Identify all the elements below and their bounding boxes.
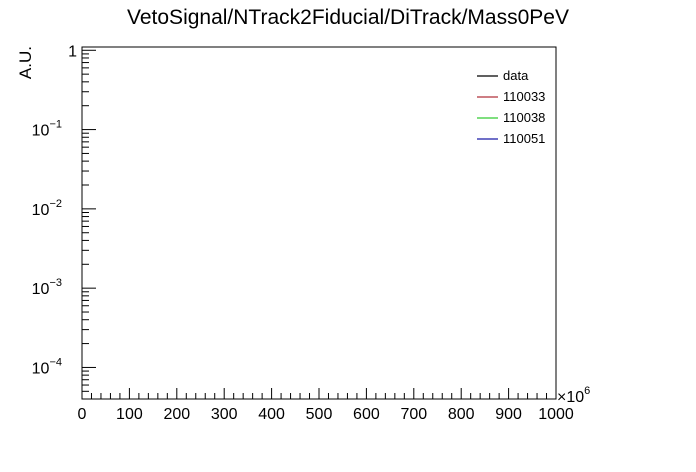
y-tick-label: 10−3 <box>32 277 62 298</box>
y-tick-label: 1 <box>68 43 77 60</box>
legend-item: 110038 <box>477 110 545 125</box>
y-tick-exponent: −2 <box>49 198 62 210</box>
y-tick-label: 10−4 <box>32 356 62 377</box>
legend: data 110033 110038 110051 <box>477 68 545 146</box>
y-axis-label: A.U. <box>16 46 35 79</box>
legend-label: 110038 <box>503 110 545 125</box>
chart-title: VetoSignal/NTrack2Fiducial/DiTrack/Mass0… <box>127 6 569 29</box>
y-tick-exponent: −1 <box>49 119 62 131</box>
y-tick-label: 10−1 <box>32 119 62 140</box>
x-tick-label: 1000 <box>538 406 574 423</box>
x-tick-label: 100 <box>116 406 143 423</box>
x-tick-label: 300 <box>211 406 238 423</box>
y-tick-base: 10 <box>32 123 50 140</box>
x-tick-label: 400 <box>258 406 285 423</box>
x-tick-label: 900 <box>495 406 522 423</box>
legend-label: 110051 <box>503 131 545 146</box>
y-axis: 110−110−210−310−4 <box>32 43 96 400</box>
legend-label: 110033 <box>503 89 545 104</box>
x-tick-label: 800 <box>448 406 475 423</box>
x-tick-label: 600 <box>353 406 380 423</box>
x-tick-label: 0 <box>78 406 87 423</box>
x-tick-label: 700 <box>400 406 427 423</box>
plot-frame <box>81 46 557 400</box>
x-tick-label: 200 <box>163 406 190 423</box>
x-axis-multiplier-base: ×10 <box>557 389 584 406</box>
x-tick-label: 500 <box>306 406 333 423</box>
y-tick-exponent: −4 <box>49 356 62 368</box>
legend-label: data <box>503 68 529 83</box>
y-tick-base: 10 <box>32 202 50 219</box>
legend-item: 110051 <box>477 131 545 146</box>
x-axis-multiplier: ×106 <box>557 385 590 406</box>
y-tick-exponent: −3 <box>49 277 62 289</box>
x-axis: 0 100 200 300 400 500 600 700 800 900 1000 <box>78 388 574 423</box>
y-tick-label: 10−2 <box>32 198 62 219</box>
x-axis-multiplier-exponent: 6 <box>584 385 590 397</box>
legend-item: 110033 <box>477 89 545 104</box>
legend-item: data <box>477 68 529 83</box>
y-tick-base: 10 <box>32 360 50 377</box>
y-tick-base: 10 <box>32 281 50 298</box>
